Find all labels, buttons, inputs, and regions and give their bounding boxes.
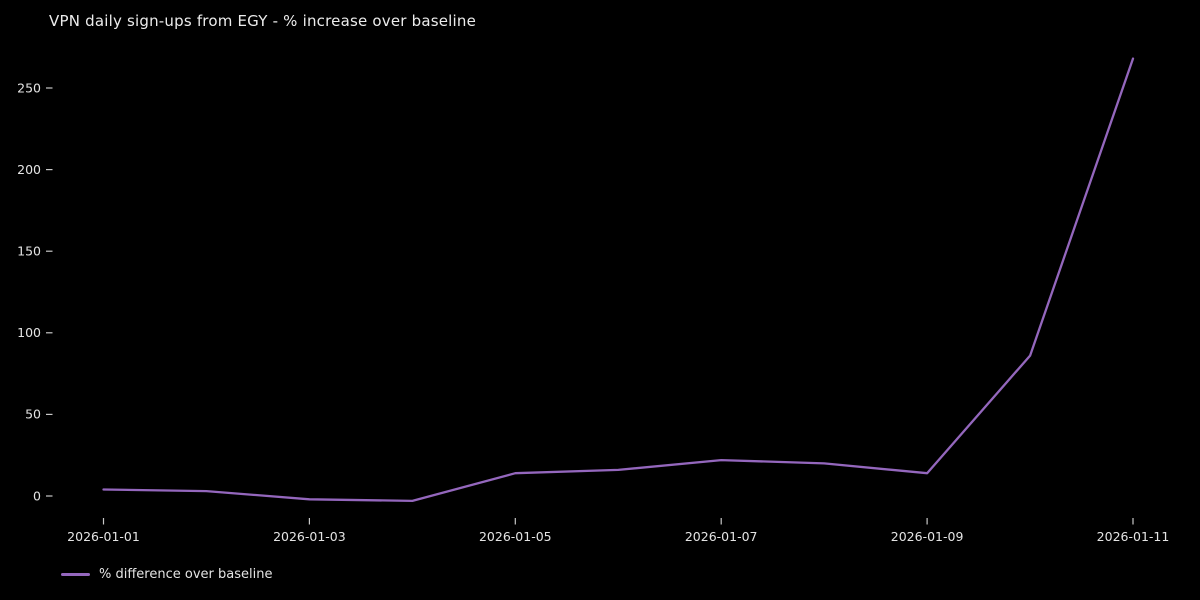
x-tick-label: 2026-01-03 — [273, 529, 346, 544]
legend-label: % difference over baseline — [99, 567, 273, 582]
y-tick-label: 0 — [33, 488, 41, 503]
legend-line-swatch — [61, 573, 90, 576]
x-tick-label: 2026-01-07 — [685, 529, 758, 544]
y-tick-label: 250 — [17, 80, 41, 95]
y-tick-label: 150 — [17, 244, 41, 259]
legend: % difference over baseline — [61, 567, 272, 582]
y-tick-label: 100 — [17, 325, 41, 340]
chart-title: VPN daily sign-ups from EGY - % increase… — [49, 12, 477, 30]
x-tick-label: 2026-01-05 — [479, 529, 552, 544]
x-tick-label: 2026-01-11 — [1097, 529, 1170, 544]
x-tick-label: 2026-01-01 — [67, 529, 140, 544]
data-series-line — [102, 57, 1135, 503]
y-tick-label: 50 — [25, 407, 41, 422]
x-tick-label: 2026-01-09 — [891, 529, 964, 544]
y-tick-label: 200 — [17, 162, 41, 177]
